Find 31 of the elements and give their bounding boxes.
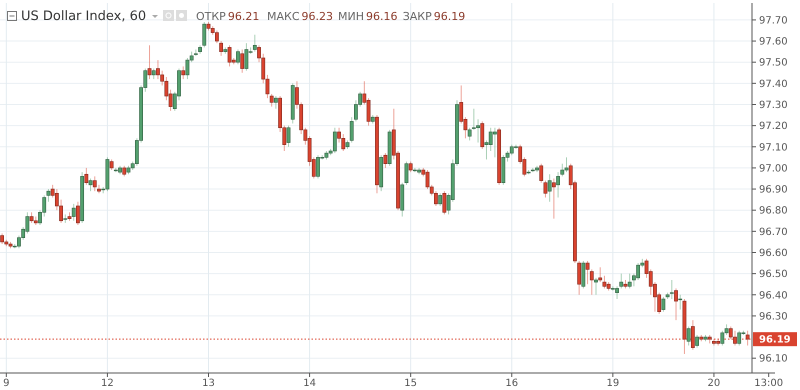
y-tick-label: 97.40 bbox=[759, 78, 788, 90]
y-tick-label: 96.90 bbox=[759, 184, 788, 196]
annotation: МАКС 96.23 bbox=[267, 10, 334, 23]
x-tick-label: 9 bbox=[3, 378, 10, 389]
y-tick-label: 96.30 bbox=[759, 311, 788, 322]
y-tick-label: 97.00 bbox=[759, 163, 788, 174]
x-tick-label: 19 bbox=[606, 378, 620, 389]
x-tick-label: 14 bbox=[303, 378, 316, 389]
x-tick-label: 13:00 bbox=[754, 378, 784, 389]
y-tick-label: 96.50 bbox=[759, 269, 788, 280]
y-tick-label: 96.70 bbox=[759, 226, 788, 238]
text: US Dollar Index, 60 bbox=[21, 9, 146, 24]
ref-line-label: 96.19 bbox=[759, 334, 791, 346]
y-tick-label: 96.10 bbox=[759, 354, 788, 365]
y-tick-label: 96.40 bbox=[759, 290, 788, 302]
x-tick-label: 13 bbox=[202, 378, 215, 389]
x-tick-label: 12 bbox=[101, 378, 114, 389]
y-tick-label: 97.10 bbox=[759, 142, 788, 154]
annotation: ЗАКР 96.19 bbox=[402, 10, 466, 23]
x-tick-label: 20 bbox=[708, 378, 720, 389]
y-tick-label: 97.30 bbox=[759, 100, 788, 111]
x-tick-label: 16 bbox=[505, 378, 518, 389]
y-tick-label: 96.80 bbox=[759, 206, 788, 217]
y-tick-label: 97.50 bbox=[759, 58, 788, 69]
y-tick-label: 97.60 bbox=[759, 36, 788, 48]
annotation: МИН 96.16 bbox=[338, 10, 398, 23]
y-tick-label: 97.70 bbox=[759, 15, 788, 26]
x-tick-label: 15 bbox=[404, 378, 418, 389]
y-tick-label: 97.20 bbox=[759, 121, 788, 132]
y-tick-label: 96.60 bbox=[759, 248, 788, 259]
annotation: ОТКР 96.21 bbox=[196, 10, 260, 23]
